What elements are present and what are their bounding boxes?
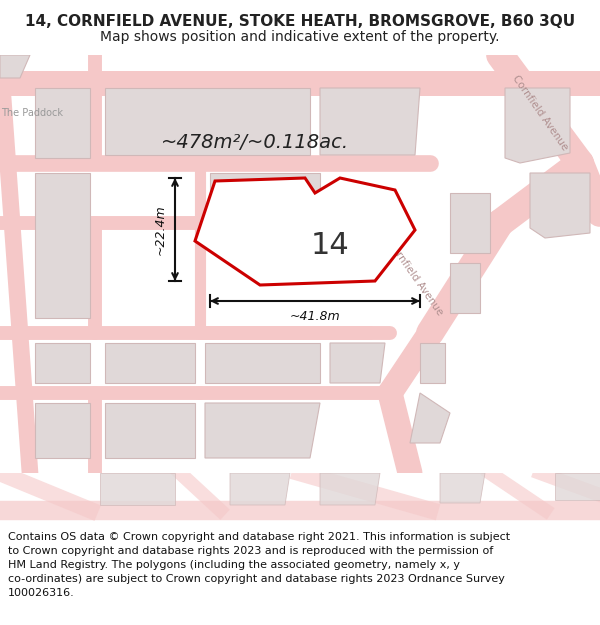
Polygon shape <box>105 403 195 458</box>
Polygon shape <box>450 263 480 313</box>
Polygon shape <box>450 193 490 253</box>
Text: co-ordinates) are subject to Crown copyright and database rights 2023 Ordnance S: co-ordinates) are subject to Crown copyr… <box>8 574 505 584</box>
Polygon shape <box>195 178 415 285</box>
Text: ~478m²/~0.118ac.: ~478m²/~0.118ac. <box>161 134 349 152</box>
Polygon shape <box>210 173 320 218</box>
Text: 100026316.: 100026316. <box>8 588 75 598</box>
Polygon shape <box>105 343 195 383</box>
Text: 14, CORNFIELD AVENUE, STOKE HEATH, BROMSGROVE, B60 3QU: 14, CORNFIELD AVENUE, STOKE HEATH, BROMS… <box>25 14 575 29</box>
Polygon shape <box>440 473 485 503</box>
Polygon shape <box>35 403 90 458</box>
Text: ~22.4m: ~22.4m <box>154 204 167 255</box>
Polygon shape <box>320 473 380 505</box>
Text: Cornfield Avenue: Cornfield Avenue <box>385 239 445 318</box>
Polygon shape <box>420 343 445 383</box>
Polygon shape <box>505 88 570 163</box>
Polygon shape <box>205 343 320 383</box>
Polygon shape <box>35 88 90 158</box>
Polygon shape <box>35 343 90 383</box>
Text: Contains OS data © Crown copyright and database right 2021. This information is : Contains OS data © Crown copyright and d… <box>8 532 510 542</box>
Text: 14: 14 <box>311 231 349 259</box>
Text: The Paddock: The Paddock <box>1 108 63 118</box>
Text: to Crown copyright and database rights 2023 and is reproduced with the permissio: to Crown copyright and database rights 2… <box>8 546 493 556</box>
Polygon shape <box>0 55 30 78</box>
Text: ~41.8m: ~41.8m <box>290 310 340 323</box>
Polygon shape <box>410 393 450 443</box>
Polygon shape <box>330 343 385 383</box>
Polygon shape <box>555 473 600 500</box>
Text: Cornfield Avenue: Cornfield Avenue <box>511 74 569 152</box>
Text: Map shows position and indicative extent of the property.: Map shows position and indicative extent… <box>100 30 500 44</box>
Polygon shape <box>100 473 175 505</box>
Bar <box>0 525 600 625</box>
Text: HM Land Registry. The polygons (including the associated geometry, namely x, y: HM Land Registry. The polygons (includin… <box>8 560 460 570</box>
Polygon shape <box>35 173 90 318</box>
Polygon shape <box>320 88 420 155</box>
Polygon shape <box>230 473 290 505</box>
Polygon shape <box>205 403 320 458</box>
Polygon shape <box>105 88 310 155</box>
Polygon shape <box>530 173 590 238</box>
